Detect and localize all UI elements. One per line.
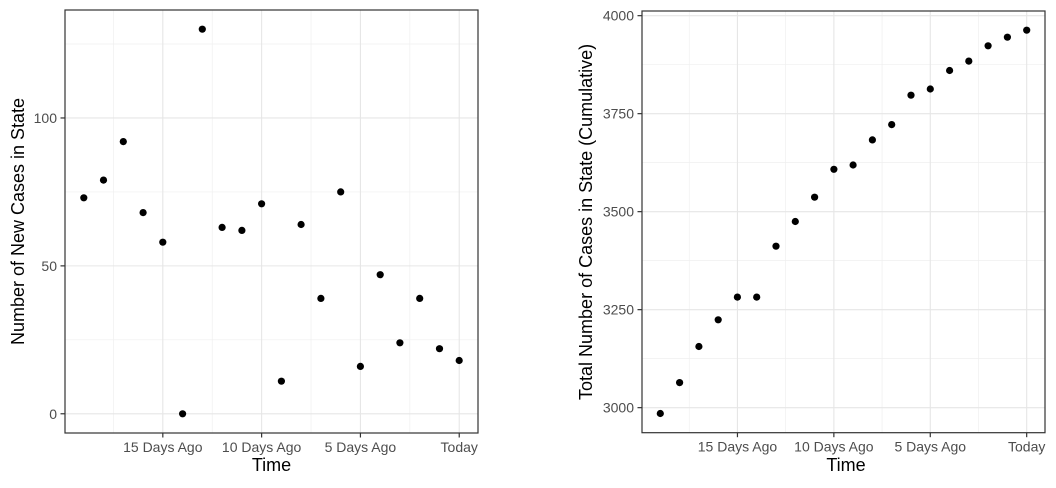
- cumulative-cases-plot-panel: 15 Days Ago 10 Days Ago 5 Days Ago Today 300…: [603, 8, 1046, 455]
- data-point: [714, 316, 722, 324]
- data-point: [695, 342, 703, 351]
- data-point: [99, 176, 108, 184]
- y-tick-label: 3500: [603, 204, 634, 220]
- y-tick-label: 4000: [603, 8, 634, 24]
- data-point: [676, 379, 684, 387]
- data-point: [159, 238, 167, 246]
- data-point: [753, 293, 761, 301]
- data-point: [297, 220, 305, 229]
- cumulative-cases-scatter-chart: 15 Days Ago 10 Days Ago 5 Days Ago Today 300…: [576, 8, 1046, 475]
- x-tick-label: Today: [441, 439, 478, 455]
- data-point: [198, 25, 206, 33]
- data-point: [218, 223, 226, 231]
- data-point: [1023, 26, 1031, 34]
- new-cases-y-axis-title: Number of New Cases in State: [8, 98, 28, 345]
- data-point: [656, 409, 664, 418]
- data-point: [337, 188, 345, 196]
- y-tick-label: 0: [49, 406, 57, 422]
- x-tick-label: 5 Days Ago: [894, 439, 966, 455]
- y-tick-label: 50: [41, 258, 57, 274]
- new-cases-x-axis-title: Time: [252, 455, 291, 475]
- data-point: [356, 362, 364, 370]
- data-point: [907, 91, 915, 99]
- data-point: [811, 193, 819, 201]
- x-tick-label: 15 Days Ago: [123, 439, 203, 455]
- data-point: [733, 293, 741, 301]
- data-point: [791, 217, 799, 226]
- y-tick-label: 3250: [603, 302, 634, 318]
- x-tick-label: 5 Days Ago: [325, 439, 397, 455]
- new-cases-scatter-chart: 15 Days Ago 10 Days Ago 5 Days Ago Today 0 50…: [8, 9, 479, 475]
- data-point: [772, 242, 780, 250]
- x-tick-label: 10 Days Ago: [794, 439, 874, 455]
- x-tick-label: Today: [1008, 439, 1045, 455]
- data-point: [946, 66, 954, 75]
- data-point: [435, 345, 444, 353]
- data-point: [830, 165, 838, 173]
- data-point: [179, 410, 187, 418]
- data-point: [258, 200, 266, 208]
- data-point: [238, 226, 246, 234]
- data-point: [926, 85, 934, 93]
- data-point: [416, 294, 424, 302]
- data-point: [1003, 33, 1011, 41]
- y-tick-label: 100: [34, 110, 58, 126]
- data-point: [455, 356, 463, 365]
- cumulative-cases-x-axis-title: Time: [826, 455, 865, 475]
- y-tick-label: 3000: [603, 400, 634, 416]
- data-point: [139, 209, 147, 217]
- data-point: [868, 136, 876, 144]
- data-point: [277, 377, 285, 385]
- x-tick-label: 15 Days Ago: [698, 439, 778, 455]
- data-point: [888, 121, 896, 129]
- data-point: [376, 271, 384, 279]
- cumulative-cases-y-axis-title: Total Number of Cases in State (Cumulati…: [576, 44, 596, 400]
- data-point: [396, 339, 404, 347]
- data-point: [80, 194, 88, 202]
- data-point: [317, 294, 325, 302]
- x-tick-label: 10 Days Ago: [222, 439, 302, 455]
- data-point: [119, 138, 127, 146]
- new-cases-plot-panel: 15 Days Ago 10 Days Ago 5 Days Ago Today 0 50…: [34, 9, 479, 455]
- data-point: [849, 161, 857, 169]
- y-tick-label: 3750: [603, 106, 634, 122]
- data-point: [984, 42, 992, 50]
- data-point: [965, 57, 973, 65]
